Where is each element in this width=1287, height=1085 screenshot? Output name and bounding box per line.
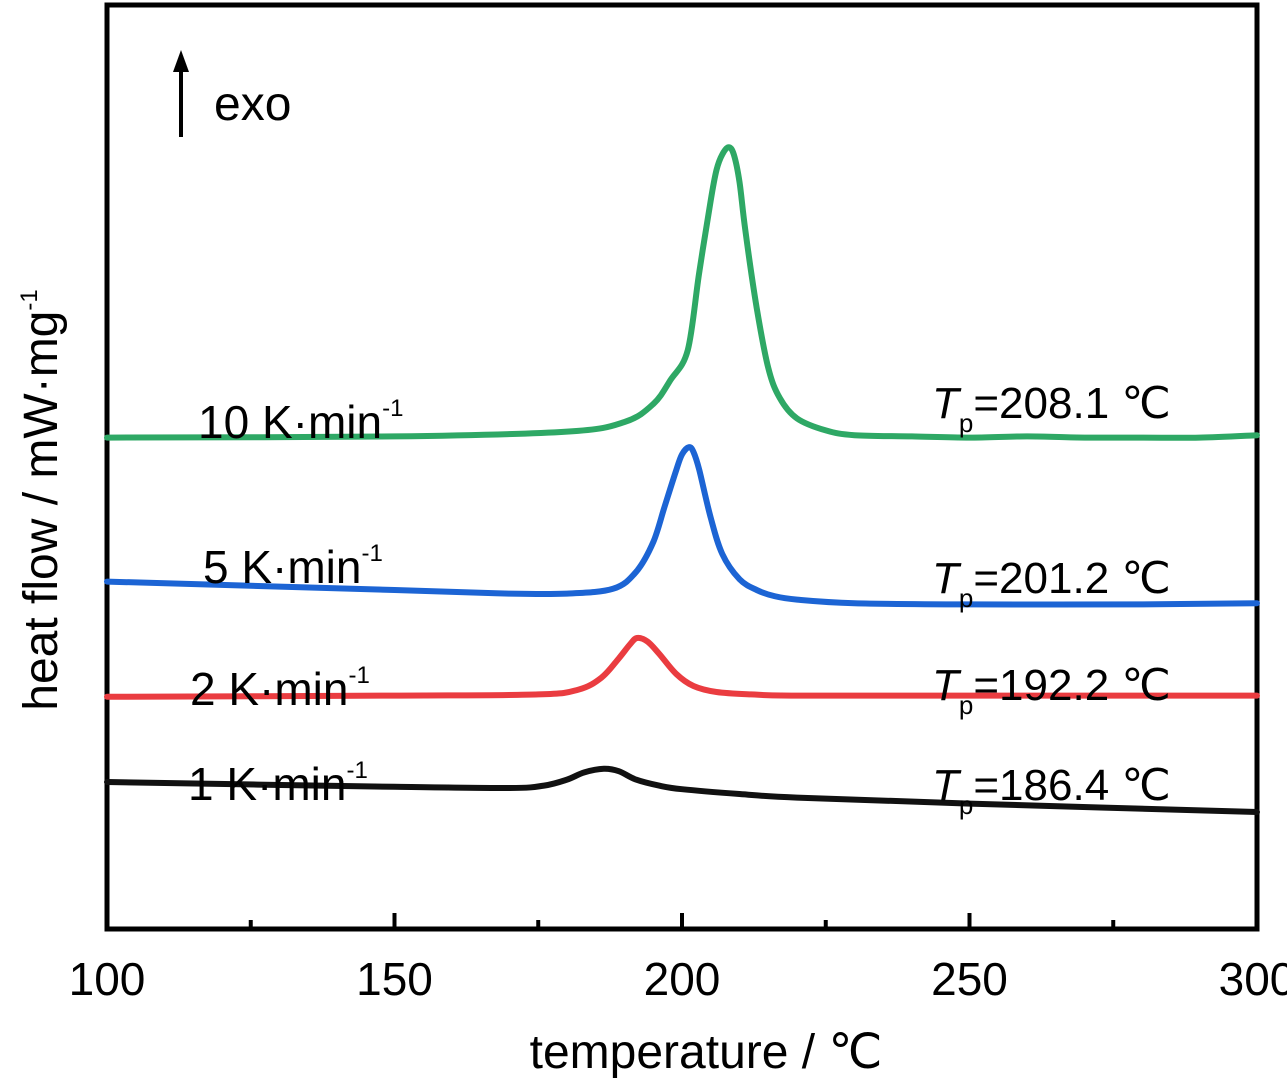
peak-temp-label-4: Tp=186.4 ℃ — [932, 761, 1171, 820]
series-name-label-3: 2 K·min-1 — [190, 662, 370, 715]
series-line-4 — [104, 765, 1260, 815]
peak-temp-label-2: Tp=201.2 ℃ — [932, 554, 1171, 613]
peak-value: =208.1 ℃ — [973, 379, 1170, 428]
peak-value: =192.2 ℃ — [973, 661, 1170, 710]
y-axis-label-main: heat flow / mW·mg — [15, 311, 68, 711]
x-tick-label-300: 300 — [1219, 953, 1287, 1005]
x-ticks: 100 150 200 250 300 — [69, 913, 1287, 1005]
series-name-sup: -1 — [382, 395, 403, 422]
series-layer — [104, 144, 1260, 815]
peak-value: =186.4 ℃ — [973, 761, 1170, 810]
series-name-label-4: 1 K·min-1 — [188, 757, 368, 810]
series-name-sup: -1 — [348, 662, 369, 689]
peak-symbol: T — [932, 661, 962, 710]
series-name-label-1: 10 K·min-1 — [198, 395, 403, 448]
exo-label: exo — [214, 78, 291, 131]
peak-subscript: p — [959, 690, 973, 720]
peak-symbol: T — [932, 379, 962, 428]
series-name-sup: -1 — [346, 757, 367, 784]
peak-symbol: T — [932, 554, 962, 603]
peak-value: =201.2 ℃ — [973, 554, 1170, 603]
exo-annotation: exo — [173, 50, 291, 137]
series-name-main: 10 K·min — [198, 396, 382, 448]
y-axis-label-sup: -1 — [16, 289, 43, 310]
peak-temp-label-1: Tp=208.1 ℃ — [932, 379, 1171, 438]
series-name-label-2: 5 K·min-1 — [203, 540, 383, 593]
series-labels: 10 K·min-1 Tp=208.1 ℃5 K·min-1Tp=201.2 ℃2… — [188, 379, 1171, 820]
peak-subscript: p — [959, 583, 973, 613]
x-axis-label: temperature / ℃ — [530, 1026, 883, 1079]
x-tick-label-150: 150 — [356, 953, 433, 1005]
x-tick-label-100: 100 — [69, 953, 146, 1005]
series-line-1 — [104, 144, 1260, 441]
series-line-3 — [104, 634, 1260, 700]
peak-symbol: T — [932, 761, 962, 810]
series-name-sup: -1 — [361, 540, 382, 567]
y-axis-label: heat flow / mW·mg-1 — [15, 289, 68, 710]
peak-subscript: p — [959, 790, 973, 820]
peak-temp-label-3: Tp=192.2 ℃ — [932, 661, 1171, 720]
series-name-main: 5 K·min — [203, 541, 361, 593]
series-name-main: 1 K·min — [188, 758, 346, 810]
x-tick-label-250: 250 — [931, 953, 1008, 1005]
series-name-main: 2 K·min — [190, 663, 348, 715]
peak-subscript: p — [959, 408, 973, 438]
up-arrow-icon — [173, 50, 189, 137]
x-tick-label-200: 200 — [644, 953, 721, 1005]
series-line-2 — [104, 444, 1260, 608]
